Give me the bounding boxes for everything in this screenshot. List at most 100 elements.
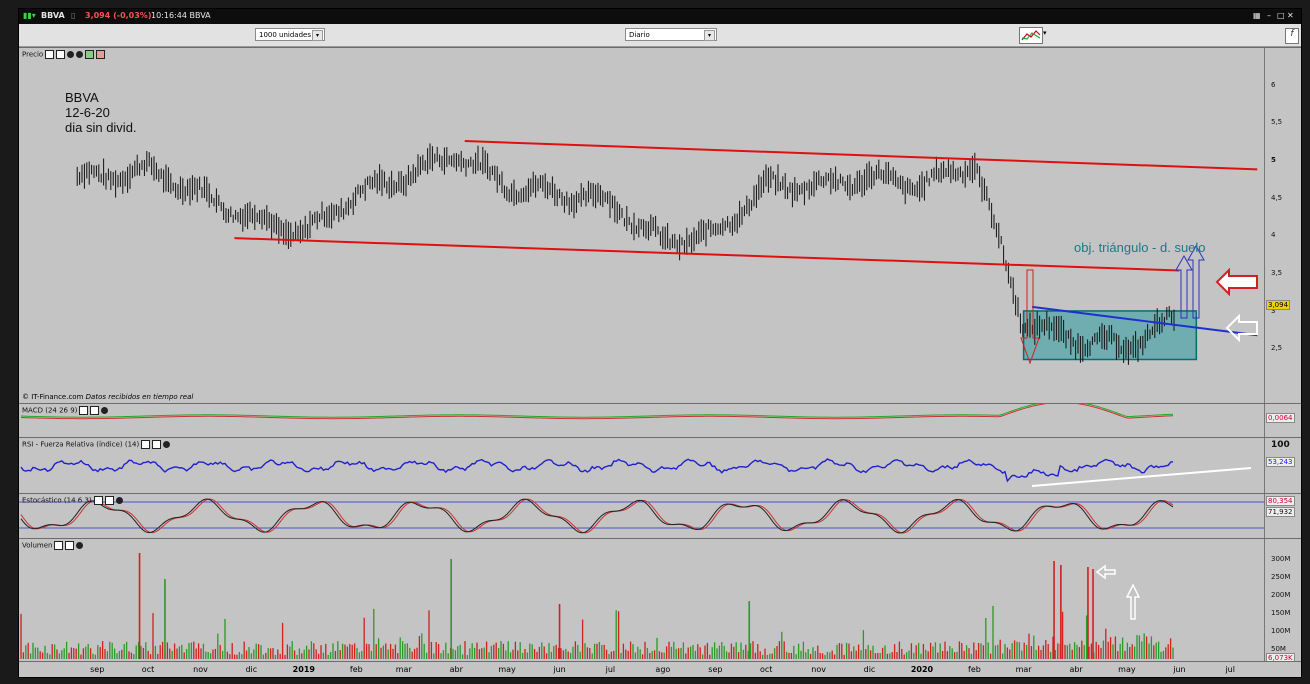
volume-tick: 300M [1271, 555, 1291, 563]
price-tick: 6 [1271, 81, 1276, 89]
volume-tick: 200M [1271, 591, 1291, 599]
wrench-icon[interactable] [141, 440, 151, 449]
function-icon[interactable]: f [1285, 28, 1299, 44]
rsi-tick: 100 [1271, 440, 1290, 450]
rsi-panel-header: RSI - Fuerza Relativa (índice) (14) [22, 440, 171, 449]
window-icon[interactable] [65, 541, 75, 550]
note-line: 12-6-20 [65, 105, 110, 120]
macd-signal-line [20, 404, 1174, 420]
consolidation-box [1022, 310, 1198, 361]
x-tick-label: may [498, 665, 516, 674]
x-tick-label: dic [863, 665, 876, 674]
macd-panel: MACD (24 26 9) 0,0064 [19, 403, 1301, 437]
note-line: BBVA [65, 90, 99, 105]
x-tick-label: sep [708, 665, 723, 674]
info-icon[interactable]: ▯ [71, 11, 76, 20]
last-price-badge: 3,094 [1266, 300, 1291, 310]
wrench-icon[interactable] [79, 406, 89, 415]
x-tick-label: may [1118, 665, 1136, 674]
minimize-icon[interactable]: – [1267, 11, 1271, 20]
rsi-line [20, 458, 1174, 483]
toolbar: 1000 unidades ▾ Diario ▾ ▾ f [19, 24, 1301, 47]
price-axis: 6 5,5 5 4,5 4 3,5 3 2,5 [1264, 48, 1301, 404]
trendline-triangle [1031, 305, 1258, 337]
volume-panel-label: Volumen [22, 541, 53, 550]
x-tick-label: sep [90, 665, 105, 674]
x-tick-label: jun [1173, 665, 1186, 674]
chart-type-icon[interactable]: ▮▮▾ [23, 11, 36, 20]
chart-window: ▮▮▾ BBVA ▯ 3,094 (-0,03%) 10:16:44 BBVA … [18, 8, 1302, 678]
x-tick-label: oct [759, 665, 773, 674]
stochastic-panel-label: Estocástico (14 6 3) [22, 496, 92, 505]
window-icon[interactable] [152, 440, 162, 449]
price-tick: 2,5 [1271, 344, 1283, 352]
price-panel-label: Precio [22, 50, 44, 59]
volume-tick: 150M [1271, 609, 1291, 617]
x-tick-label: nov [811, 665, 827, 674]
ticker-label: BBVA [41, 11, 65, 20]
window-icon[interactable] [90, 406, 100, 415]
x-tick-label: feb [349, 665, 363, 674]
price-tick: 4,5 [1271, 194, 1283, 202]
source-note: Datos recibidos en tiempo real [85, 393, 194, 401]
close-icon[interactable] [115, 497, 123, 504]
triangle-annotation: obj. triángulo - d. suelo [1074, 240, 1206, 255]
x-tick-label: 2020 [910, 665, 934, 674]
stochastic-panel-header: Estocástico (14 6 3) [22, 496, 123, 505]
window-icon[interactable] [104, 496, 114, 505]
wrench-icon[interactable] [93, 496, 103, 505]
volume-tick: 100M [1271, 627, 1291, 635]
close-icon[interactable] [101, 407, 109, 414]
price-tick: 5,5 [1271, 118, 1283, 126]
price-panel-header: Precio [22, 50, 106, 59]
x-tick-label: mar [395, 665, 412, 674]
volume-chart [20, 553, 1174, 659]
x-tick-label: jun [553, 665, 566, 674]
stochastic-chart [19, 498, 1264, 534]
chart-style-button[interactable] [1019, 27, 1043, 44]
volume-tick: 50M [1271, 645, 1286, 653]
trendline-upper [464, 140, 1258, 171]
units-select[interactable]: 1000 unidades ▾ [255, 28, 325, 41]
x-tick-label: ago [655, 665, 671, 674]
up-arrow-icon [1187, 244, 1205, 319]
price-tick: 4 [1271, 231, 1276, 239]
note-line: dia sin divid. [65, 120, 137, 135]
chart-style-icon [1021, 30, 1041, 41]
macd-value-badge: 0,0064 [1266, 413, 1295, 423]
rsi-panel-label: RSI - Fuerza Relativa (índice) (14) [22, 440, 140, 449]
title-bar: ▮▮▾ BBVA ▯ 3,094 (-0,03%) 10:16:44 BBVA … [19, 9, 1301, 24]
left-arrow-icon [1225, 313, 1258, 343]
close-icon[interactable] [76, 542, 84, 549]
price-tick: 3,5 [1271, 269, 1283, 277]
close-icon[interactable]: ✕ [1287, 11, 1294, 20]
x-tick-label: abr [1069, 665, 1083, 674]
stochastic-d-badge: 71,932 [1266, 507, 1295, 517]
price-chart [76, 140, 1258, 365]
macd-panel-header: MACD (24 26 9) [22, 406, 109, 415]
period-select-value: Diario [629, 31, 650, 39]
keyboard-icon[interactable]: ▦ [1253, 11, 1261, 20]
wrench-icon[interactable] [54, 541, 64, 550]
close-icon[interactable] [67, 51, 75, 58]
volume-axis: 300M 250M 200M 150M 100M 50M [1264, 539, 1301, 661]
wrench-icon[interactable] [45, 50, 55, 59]
drawing-icon[interactable] [96, 50, 106, 59]
quote-label: 3,094 (-0,03%) [85, 11, 152, 20]
rsi-value-badge: 53,243 [1266, 457, 1295, 467]
close-icon[interactable] [163, 441, 171, 448]
x-tick-label: jul [605, 665, 616, 674]
rsi-trendline [1031, 467, 1252, 487]
maximize-icon[interactable]: □ [1277, 11, 1285, 20]
chart-style-chevron[interactable]: ▾ [1043, 29, 1047, 37]
indicator-icon[interactable] [85, 50, 95, 59]
add-icon[interactable] [76, 51, 84, 58]
price-panel: Precio BBVA 12-6-20 dia sin divid. obj. … [19, 47, 1301, 404]
x-tick-label: nov [193, 665, 208, 674]
source-name: © IT-Finance.com [22, 393, 84, 401]
stochastic-k-badge: 80,354 [1266, 496, 1295, 506]
rsi-chart [20, 458, 1252, 487]
window-icon[interactable] [56, 50, 66, 59]
volume-tick: 250M [1271, 573, 1291, 581]
period-select[interactable]: Diario ▾ [625, 28, 717, 41]
